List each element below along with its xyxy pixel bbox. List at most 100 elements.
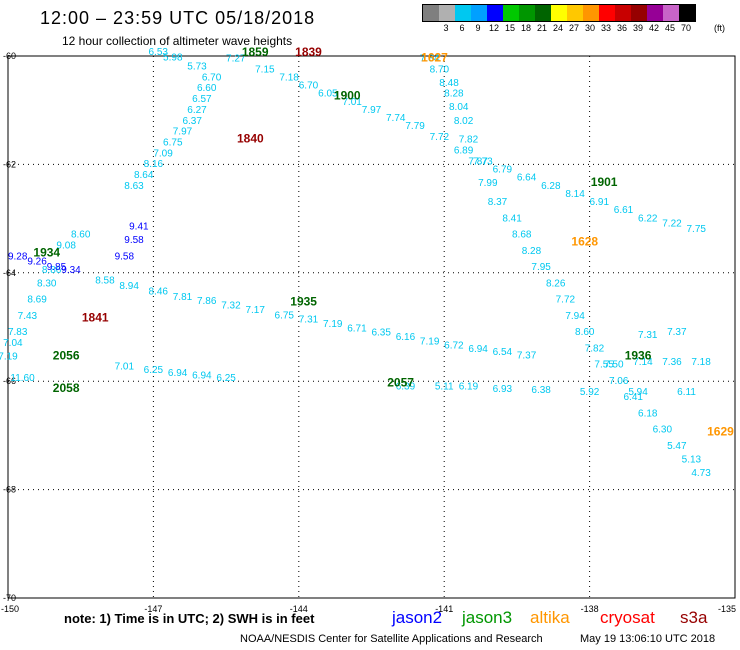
wave-height-value: 6.61 xyxy=(614,205,634,216)
wave-height-value: 6.25 xyxy=(216,373,236,384)
wave-height-value: 6.64 xyxy=(517,173,537,184)
wave-height-value: 9.85 xyxy=(47,262,67,273)
wave-height-value: 6.28 xyxy=(541,181,561,192)
pass-time-label: 1627 xyxy=(421,50,448,64)
color-scale-swatch xyxy=(551,5,567,21)
color-scale-label: 70 xyxy=(680,23,691,33)
color-scale-label: 15 xyxy=(504,23,515,33)
wave-height-value: 11.60 xyxy=(10,373,35,384)
page-subtitle: 12 hour collection of altimeter wave hei… xyxy=(62,34,293,48)
timestamp: May 19 13:06:10 UTC 2018 xyxy=(580,633,716,645)
legend-s3a: s3a xyxy=(680,608,708,627)
color-scale-swatch xyxy=(663,5,679,21)
wave-height-value: 9.58 xyxy=(115,251,135,262)
wave-height-value: 7.22 xyxy=(662,219,682,230)
pass-time-label: 1628 xyxy=(571,235,598,249)
longitude-tick-label: -147 xyxy=(144,604,162,614)
wave-height-value: 7.94 xyxy=(565,311,585,322)
wave-height-value: 6.60 xyxy=(197,83,217,94)
color-scale-labels: 3 6 9 12 15 18 21 24 27 30 33 36 39 42 45 70 xyxy=(422,23,694,33)
wave-height-value: 6.41 xyxy=(623,392,643,403)
wave-height-value: 6.38 xyxy=(531,385,551,396)
wave-height-value: 6.91 xyxy=(590,197,610,208)
wave-height-value: 8.04 xyxy=(449,102,469,113)
wave-height-value: 8.94 xyxy=(119,281,139,292)
wave-height-value: 8.16 xyxy=(144,159,164,170)
wave-height-value: 8.41 xyxy=(502,213,522,224)
footnote: note: 1) Time is in UTC; 2) SWH is in fe… xyxy=(64,611,315,626)
color-scale-swatch xyxy=(487,5,503,21)
wave-height-value: 6.94 xyxy=(192,370,212,381)
wave-height-value: 7.04 xyxy=(3,338,23,349)
wave-height-value: 6.25 xyxy=(144,365,164,376)
pass-time-label: 1841 xyxy=(82,311,109,325)
wave-height-value: 8.63 xyxy=(124,181,144,192)
wave-height-value: 7.18 xyxy=(279,72,299,83)
wave-height-value: 7.06 xyxy=(609,376,629,387)
color-scale-label: 30 xyxy=(584,23,595,33)
wave-height-value: 7.74 xyxy=(386,113,406,124)
page-title: 12:00 – 23:59 UTC 05/18/2018 xyxy=(40,8,316,28)
pass-time-label: 1935 xyxy=(290,294,317,308)
latitude-tick-label: -66 xyxy=(3,376,16,386)
latitude-tick-label: -62 xyxy=(3,159,16,169)
wave-height-value: 7.31 xyxy=(638,330,658,341)
color-scale-label: 3 xyxy=(443,23,449,33)
wave-height-value: 6.70 xyxy=(299,81,319,92)
wave-height-value: 7.14 xyxy=(633,357,653,368)
wave-height-value: 5.13 xyxy=(682,455,702,466)
wave-height-value: 5.11 xyxy=(435,381,454,392)
wave-height-value: 7.32 xyxy=(221,301,241,312)
pass-time-label: 2056 xyxy=(53,349,80,363)
wave-height-value: 7.84 xyxy=(420,53,440,64)
wave-height-value: 7.50 xyxy=(604,360,624,371)
wave-height-value: 7.36 xyxy=(662,357,682,368)
wave-height-value: 7.72 xyxy=(430,132,450,143)
wave-height-value: 7.37 xyxy=(517,350,537,361)
wave-height-value: 9.26 xyxy=(27,257,47,268)
wave-height-value: 7.72 xyxy=(556,295,576,306)
color-scale-swatch xyxy=(455,5,471,21)
latitude-tick-label: -68 xyxy=(3,485,16,495)
wave-height-value: 7.09 xyxy=(153,148,173,159)
color-scale-label: 36 xyxy=(616,23,627,33)
color-scale-swatch xyxy=(583,5,599,21)
wave-height-value: 7.73 xyxy=(473,156,493,167)
wave-height-value: 7.17 xyxy=(245,305,265,316)
wave-height-value: 7.31 xyxy=(299,315,319,326)
wave-height-value: 8.30 xyxy=(37,278,57,289)
wave-height-value: 6.19 xyxy=(459,381,479,392)
color-scale-label: 21 xyxy=(536,23,547,33)
wave-height-value: 7.99 xyxy=(478,178,498,189)
pass-time-label: 1840 xyxy=(237,132,264,146)
wave-height-value: 7.95 xyxy=(531,262,551,273)
wave-height-value: 7.83 xyxy=(8,327,28,338)
longitude-tick-label: -141 xyxy=(435,604,453,614)
wave-height-value: 9.34 xyxy=(61,265,81,276)
wave-height-value: 5.47 xyxy=(667,441,687,452)
wave-height-value: 7.81 xyxy=(173,292,193,303)
wave-height-value: 9.58 xyxy=(124,235,144,246)
wave-height-value: 6.57 xyxy=(192,94,212,105)
wave-height-value: 6.39 xyxy=(396,381,416,392)
wave-height-value: 8.58 xyxy=(95,276,115,287)
pass-time-label: 1859 xyxy=(242,45,269,59)
wave-height-value: 7.19 xyxy=(420,336,440,347)
wave-height-value: 8.14 xyxy=(565,189,585,200)
longitude-tick-label: -150 xyxy=(1,604,19,614)
wave-height-value: 7.97 xyxy=(173,127,193,138)
wave-height-value: 8.86 xyxy=(42,265,62,276)
color-scale-label: 45 xyxy=(664,23,675,33)
color-scale-swatch xyxy=(439,5,455,21)
wave-height-value: 6.71 xyxy=(347,323,367,334)
pass-time-label: 1901 xyxy=(591,175,618,189)
wave-height-value: 7.37 xyxy=(667,327,687,338)
wave-height-value: 7.97 xyxy=(362,105,382,116)
color-scale-swatch xyxy=(423,5,439,21)
wave-height-value: 8.28 xyxy=(444,89,464,100)
wave-height-value: 6.18 xyxy=(638,408,658,419)
wave-height-value: 8.37 xyxy=(488,197,508,208)
pass-time-label: 2057 xyxy=(387,376,414,390)
color-scale-swatch xyxy=(503,5,519,21)
map-frame xyxy=(7,55,736,599)
